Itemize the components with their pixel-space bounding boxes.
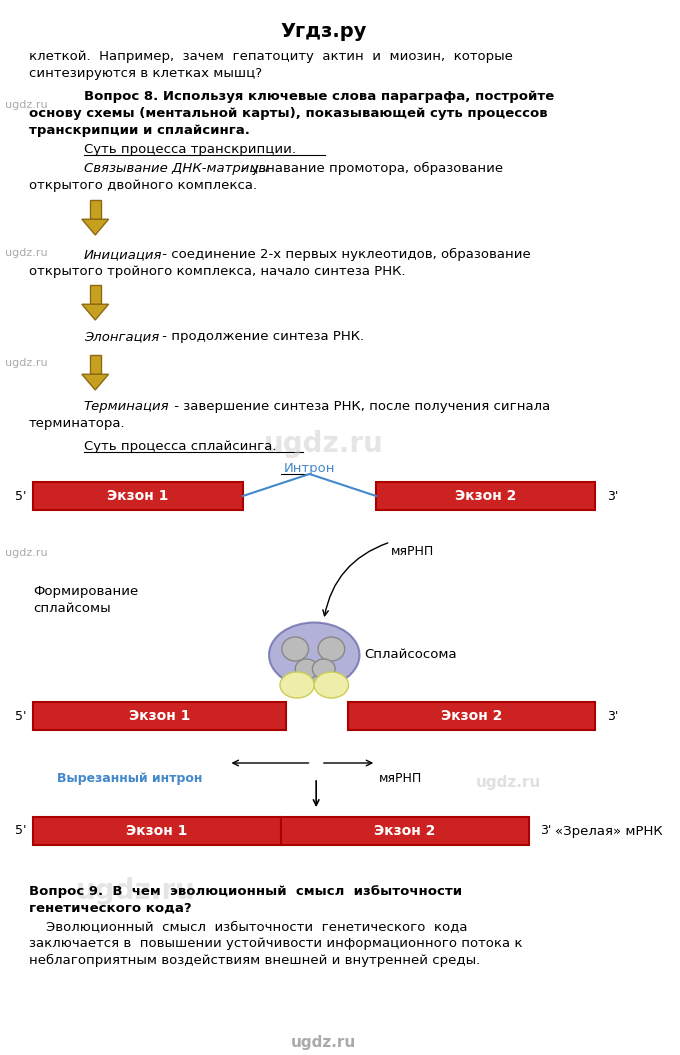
Bar — [33, 482, 243, 510]
Text: 5': 5' — [15, 490, 27, 502]
Text: 3': 3' — [607, 490, 618, 502]
Text: Элонгация: Элонгация — [84, 330, 159, 343]
Bar — [33, 817, 281, 845]
Text: ugdz.ru: ugdz.ru — [76, 877, 196, 905]
Ellipse shape — [312, 659, 335, 679]
Ellipse shape — [280, 672, 314, 698]
Polygon shape — [82, 304, 109, 320]
Text: синтезируются в клетках мышц?: синтезируются в клетках мышц? — [29, 68, 262, 80]
Text: ugdz.ru: ugdz.ru — [5, 548, 48, 558]
Text: Терминация: Терминация — [84, 400, 169, 413]
Text: ugdz.ru: ugdz.ru — [264, 430, 384, 458]
Text: 5': 5' — [15, 825, 27, 838]
Text: Суть процесса сплайсинга.: Суть процесса сплайсинга. — [84, 440, 276, 453]
Text: транскрипции и сплайсинга.: транскрипции и сплайсинга. — [29, 124, 250, 137]
Text: ugdz.ru: ugdz.ru — [5, 248, 48, 258]
Text: Формирование: Формирование — [33, 586, 139, 598]
Text: Вопрос 9.  В  чем  эволюционный  смысл  избыточности: Вопрос 9. В чем эволюционный смысл избыт… — [29, 885, 462, 898]
Text: Вырезанный интрон: Вырезанный интрон — [57, 772, 203, 785]
Text: ugdz.ru: ugdz.ru — [476, 775, 541, 790]
Bar — [33, 702, 286, 730]
Ellipse shape — [269, 622, 360, 688]
Text: Инициация: Инициация — [84, 248, 163, 261]
Text: Экзон 2: Экзон 2 — [441, 709, 502, 723]
Text: Экзон 1: Экзон 1 — [107, 490, 169, 503]
Text: открытого тройного комплекса, начало синтеза РНК.: открытого тройного комплекса, начало син… — [29, 265, 405, 279]
Text: Эволюционный  смысл  избыточности  генетического  кода: Эволюционный смысл избыточности генетиче… — [29, 920, 467, 933]
Text: мяРНП: мяРНП — [390, 545, 434, 558]
Text: терминатора.: терминатора. — [29, 417, 125, 430]
Text: Экзон 1: Экзон 1 — [126, 824, 188, 838]
Text: Угдз.ру: Угдз.ру — [281, 22, 367, 41]
Text: Вопрос 8. Используя ключевые слова параграфа, постройте: Вопрос 8. Используя ключевые слова параг… — [84, 90, 554, 103]
Ellipse shape — [295, 659, 318, 679]
Text: ugdz.ru: ugdz.ru — [5, 100, 48, 110]
Text: основу схемы (ментальной карты), показывающей суть процессов: основу схемы (ментальной карты), показыв… — [29, 107, 547, 120]
Bar — [347, 702, 595, 730]
Text: - узнавание промотора, образование: - узнавание промотора, образование — [238, 162, 503, 175]
Text: - продолжение синтеза РНК.: - продолжение синтеза РНК. — [158, 330, 364, 343]
Text: открытого двойного комплекса.: открытого двойного комплекса. — [29, 179, 256, 192]
Ellipse shape — [282, 637, 309, 661]
Text: мяРНП: мяРНП — [379, 772, 422, 785]
Text: Сплайсосома: Сплайсосома — [364, 649, 456, 661]
Text: 5': 5' — [15, 710, 27, 723]
Bar — [90, 354, 101, 375]
Text: клеткой.  Например,  зачем  гепатоциту  актин  и  миозин,  которые: клеткой. Например, зачем гепатоциту акти… — [29, 50, 513, 63]
Text: Связывание ДНК-матрицы: Связывание ДНК-матрицы — [84, 162, 269, 175]
Text: неблагоприятным воздействиям внешней и внутренней среды.: неблагоприятным воздействиям внешней и в… — [29, 954, 480, 967]
Text: Экзон 2: Экзон 2 — [374, 824, 435, 838]
Text: заключается в  повышении устойчивости информационного потока к: заключается в повышении устойчивости инф… — [29, 937, 522, 950]
Ellipse shape — [314, 672, 349, 698]
Text: 3': 3' — [540, 825, 551, 838]
Text: генетического кода?: генетического кода? — [29, 902, 191, 915]
Bar — [376, 482, 595, 510]
Text: ugdz.ru: ugdz.ru — [291, 1035, 356, 1050]
Bar — [281, 817, 528, 845]
Polygon shape — [82, 375, 109, 390]
Text: ugdz.ru: ugdz.ru — [5, 358, 48, 368]
Polygon shape — [82, 219, 109, 235]
Bar — [90, 285, 101, 304]
Text: - завершение синтеза РНК, после получения сигнала: - завершение синтеза РНК, после получени… — [169, 400, 549, 413]
Text: Экзон 1: Экзон 1 — [129, 709, 190, 723]
Ellipse shape — [318, 637, 345, 661]
Text: Экзон 2: Экзон 2 — [455, 490, 516, 503]
Text: Интрон: Интрон — [284, 462, 335, 475]
Text: 3': 3' — [607, 710, 618, 723]
Bar — [90, 200, 101, 219]
Text: «Зрелая» мРНК: «Зрелая» мРНК — [555, 825, 663, 838]
Text: Суть процесса транскрипции.: Суть процесса транскрипции. — [84, 143, 296, 156]
Text: - соединение 2-х первых нуклеотидов, образование: - соединение 2-х первых нуклеотидов, обр… — [158, 248, 531, 261]
Text: сплайсомы: сплайсомы — [33, 602, 111, 615]
